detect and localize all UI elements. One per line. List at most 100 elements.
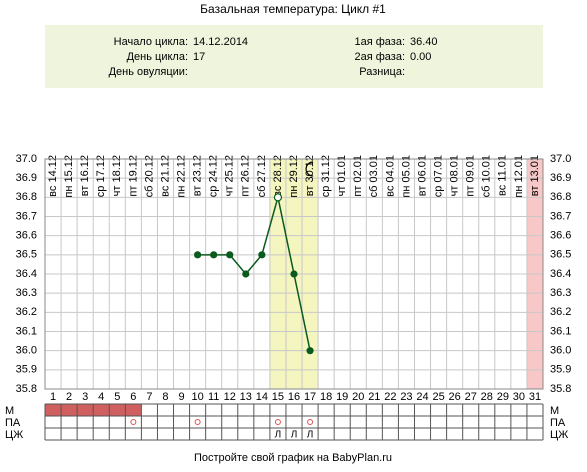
y-tick-label: 36.2: [16, 306, 37, 318]
x-tick-label: сб 27.12: [256, 155, 268, 197]
x-tick-label: пн 05.01: [400, 155, 412, 198]
x-tick-label: пт 02.01: [352, 155, 364, 197]
temperature-point: [226, 251, 234, 259]
x-tick-label: вс 21.12: [159, 155, 171, 197]
day-number: 27: [465, 391, 477, 403]
day-number: 10: [191, 391, 203, 403]
x-tick-label: чт 18.12: [111, 155, 123, 196]
x-tick-label: ср 24.12: [208, 155, 220, 197]
row-circle: [194, 419, 201, 425]
plot-frame: [44, 158, 544, 390]
day-number: 20: [352, 391, 364, 403]
y-tick-label: 37.0: [550, 153, 571, 165]
row-fill: [61, 404, 78, 416]
day-number: 2: [66, 391, 72, 403]
day-number: 5: [114, 391, 120, 403]
info-label: 1ая фаза:: [354, 36, 405, 48]
chart-title: Базальная температура: Цикл #1: [200, 2, 386, 16]
x-tick-label: вт 23.12: [192, 155, 204, 196]
footer: Постройте свой график на BabyPlan.ru: [194, 452, 392, 464]
row-text: Л: [291, 430, 298, 441]
x-tick-label: пт 26.12: [240, 155, 252, 197]
day-number: 30: [513, 391, 525, 403]
y-tick-label: 36.3: [16, 287, 37, 299]
y-tick-label: 36.7: [550, 210, 571, 222]
y-tick-label: 36.0: [16, 345, 37, 357]
x-tick-label: пт 19.12: [127, 155, 139, 197]
row-fill: [93, 404, 110, 416]
y-tick-label: 36.1: [16, 325, 37, 337]
y-tick-label: 36.4: [550, 268, 571, 280]
info-label: День овуляции:: [109, 66, 188, 78]
y-tick-label: 36.8: [550, 191, 571, 203]
temperature-point: [210, 251, 218, 259]
row-fill: [45, 404, 62, 416]
y-tick-label: 35.9: [550, 364, 571, 376]
y-tick-label: 36.5: [16, 249, 37, 261]
temperature-point: [194, 251, 202, 259]
row-circle: [274, 419, 281, 425]
temperature-point: [306, 347, 314, 355]
x-tick-label: сб 20.12: [143, 155, 155, 197]
x-tick-label: ср 07.01: [432, 155, 444, 197]
day-number: 8: [162, 391, 168, 403]
info-label: Разница:: [359, 66, 405, 78]
x-tick-label: вс 14.12: [47, 155, 59, 197]
day-number: 14: [256, 391, 268, 403]
row-circle: [307, 419, 314, 425]
day-number: 25: [432, 391, 444, 403]
y-tick-label: 36.9: [16, 172, 37, 184]
x-tick-label: вт 16.12: [79, 155, 91, 196]
x-tick-label: пт 09.01: [465, 155, 477, 197]
x-tick-label: вт 13.01: [529, 155, 541, 196]
row-fill: [109, 404, 126, 416]
y-tick-label: 35.8: [16, 383, 37, 395]
day-number: 12: [224, 391, 236, 403]
y-tick-label: 35.9: [16, 364, 37, 376]
x-tick-label: вт 06.01: [416, 155, 428, 196]
x-tick-label: чт 25.12: [224, 155, 236, 196]
y-tick-label: 36.3: [550, 287, 571, 299]
row-circle: [130, 419, 137, 425]
day-number: 28: [481, 391, 493, 403]
day-number: 18: [320, 391, 332, 403]
day-number: 9: [178, 391, 184, 403]
x-tick-label: вс 11.01: [497, 155, 509, 196]
y-tick-label: 35.8: [550, 383, 571, 395]
y-tick-label: 36.7: [16, 210, 37, 222]
info-value: 36.40: [410, 36, 438, 48]
x-tick-label: ср 31.12: [320, 155, 332, 197]
day-number: 31: [529, 391, 541, 403]
row-label: ЦЖ: [5, 429, 23, 441]
day-number: 24: [416, 391, 428, 403]
info-value: 0.00: [410, 51, 431, 63]
day-number: 23: [400, 391, 412, 403]
x-tick-label: пн 15.12: [63, 155, 75, 198]
day-number: 19: [336, 391, 348, 403]
info-box: [45, 25, 543, 88]
row-label: ПА: [550, 417, 566, 429]
temperature-point: [258, 251, 266, 259]
y-tick-label: 36.8: [16, 191, 37, 203]
day-number: 11: [208, 391, 219, 403]
day-number: 16: [288, 391, 300, 403]
info-label: 2ая фаза:: [354, 51, 405, 63]
y-tick-label: 36.0: [550, 345, 571, 357]
x-tick-label: пн 22.12: [175, 155, 187, 198]
x-tick-label: чт 01.01: [336, 155, 348, 196]
row-text: Л: [275, 430, 282, 441]
day-number: 13: [240, 391, 252, 403]
day-number: 6: [130, 391, 136, 403]
day-number: 29: [497, 391, 509, 403]
day-number: 1: [50, 391, 56, 403]
y-tick-label: 36.4: [16, 268, 37, 280]
x-tick-label: ср 17.12: [95, 155, 107, 197]
info-label: День цикла:: [127, 51, 188, 63]
day-number: 4: [98, 391, 104, 403]
temperature-point: [273, 193, 283, 202]
info-label: Начало цикла:: [114, 36, 188, 48]
day-number: 26: [449, 391, 461, 403]
day-number: 3: [82, 391, 88, 403]
y-tick-label: 36.6: [550, 230, 571, 242]
temperature-point: [290, 270, 298, 278]
